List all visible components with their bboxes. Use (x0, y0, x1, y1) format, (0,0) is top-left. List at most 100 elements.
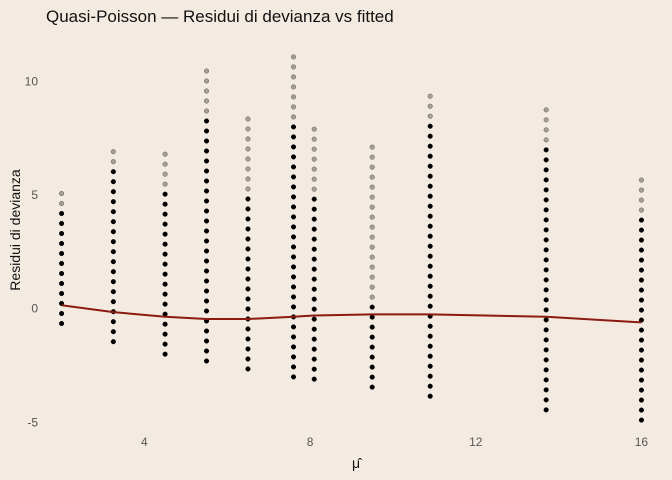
data-point (59, 290, 65, 297)
data-point (369, 294, 375, 300)
data-point (369, 224, 375, 230)
data-point (162, 231, 168, 237)
data-point (290, 344, 297, 350)
data-point (311, 276, 317, 282)
data-point (110, 229, 116, 235)
data-point (543, 147, 549, 153)
data-point (543, 337, 549, 343)
data-point (638, 277, 644, 283)
data-point (543, 107, 549, 113)
data-point (203, 218, 210, 224)
data-point (369, 144, 375, 150)
data-point (59, 220, 65, 227)
data-point (110, 319, 116, 325)
data-point (543, 357, 549, 363)
data-point (110, 259, 116, 265)
data-point (427, 253, 433, 259)
data-point (245, 296, 251, 302)
data-point (543, 297, 549, 303)
data-point (369, 254, 375, 260)
data-point (203, 288, 210, 294)
data-point (638, 397, 644, 403)
x-tick-label: 12 (469, 435, 483, 449)
data-point (290, 94, 297, 100)
data-point (203, 258, 210, 264)
data-point (245, 116, 251, 122)
data-point (290, 124, 297, 130)
data-point (203, 208, 210, 214)
data-point (427, 243, 433, 249)
data-point (290, 134, 297, 140)
data-point (543, 157, 549, 163)
data-point (245, 336, 251, 342)
data-point (311, 316, 317, 322)
data-point (543, 327, 549, 333)
data-point (290, 194, 297, 200)
data-point (290, 74, 297, 80)
data-point (110, 199, 116, 205)
data-point (290, 274, 297, 280)
data-point (369, 234, 375, 240)
data-point (543, 197, 549, 203)
data-point (427, 233, 433, 239)
y-tick-label: -5 (27, 415, 38, 429)
axis-ticks: 4 8 12 16 -5 0 5 10 (25, 74, 649, 449)
data-point (110, 339, 116, 345)
data-point (245, 236, 251, 242)
data-point (245, 276, 251, 282)
data-point (543, 227, 549, 233)
data-point (638, 297, 644, 303)
data-point (203, 358, 210, 364)
data-point (543, 237, 549, 243)
data-point (543, 217, 549, 223)
data-point (369, 214, 375, 220)
data-point (290, 354, 297, 360)
data-point (543, 377, 549, 383)
data-point (162, 151, 168, 157)
data-point (245, 186, 251, 192)
data-point (369, 264, 375, 270)
data-point (427, 293, 433, 299)
data-point (427, 123, 433, 129)
data-point (290, 364, 297, 370)
data-point (311, 196, 317, 202)
data-point (162, 291, 168, 297)
data-point (638, 367, 644, 373)
data-point (245, 226, 251, 232)
data-point (369, 354, 375, 360)
data-point (427, 273, 433, 279)
data-point (203, 278, 210, 284)
data-point (638, 177, 644, 183)
data-point (311, 356, 317, 362)
data-point (203, 78, 210, 84)
data-point (245, 326, 251, 332)
data-point (59, 230, 65, 237)
data-point (290, 214, 297, 220)
data-point (369, 334, 375, 340)
data-point (427, 353, 433, 359)
data-point (543, 267, 549, 273)
data-point (290, 334, 297, 340)
data-point (59, 250, 65, 257)
data-point (369, 164, 375, 170)
data-point (638, 287, 644, 293)
smooth-trend-line (61, 304, 642, 324)
data-point (543, 387, 549, 393)
data-point (110, 169, 116, 175)
data-point (638, 407, 644, 413)
data-point (638, 337, 644, 343)
x-tick-label: 4 (141, 435, 148, 449)
data-point (543, 257, 549, 263)
data-point (162, 191, 168, 197)
data-point (203, 178, 210, 184)
data-point (311, 176, 317, 182)
data-point (203, 238, 210, 244)
data-point (245, 266, 251, 272)
data-point (110, 299, 116, 305)
data-point (110, 149, 116, 155)
y-axis-label: Residui di devianza (7, 169, 23, 291)
data-point (369, 154, 375, 160)
data-point (311, 216, 317, 222)
data-point (427, 343, 433, 349)
data-point (638, 207, 644, 213)
